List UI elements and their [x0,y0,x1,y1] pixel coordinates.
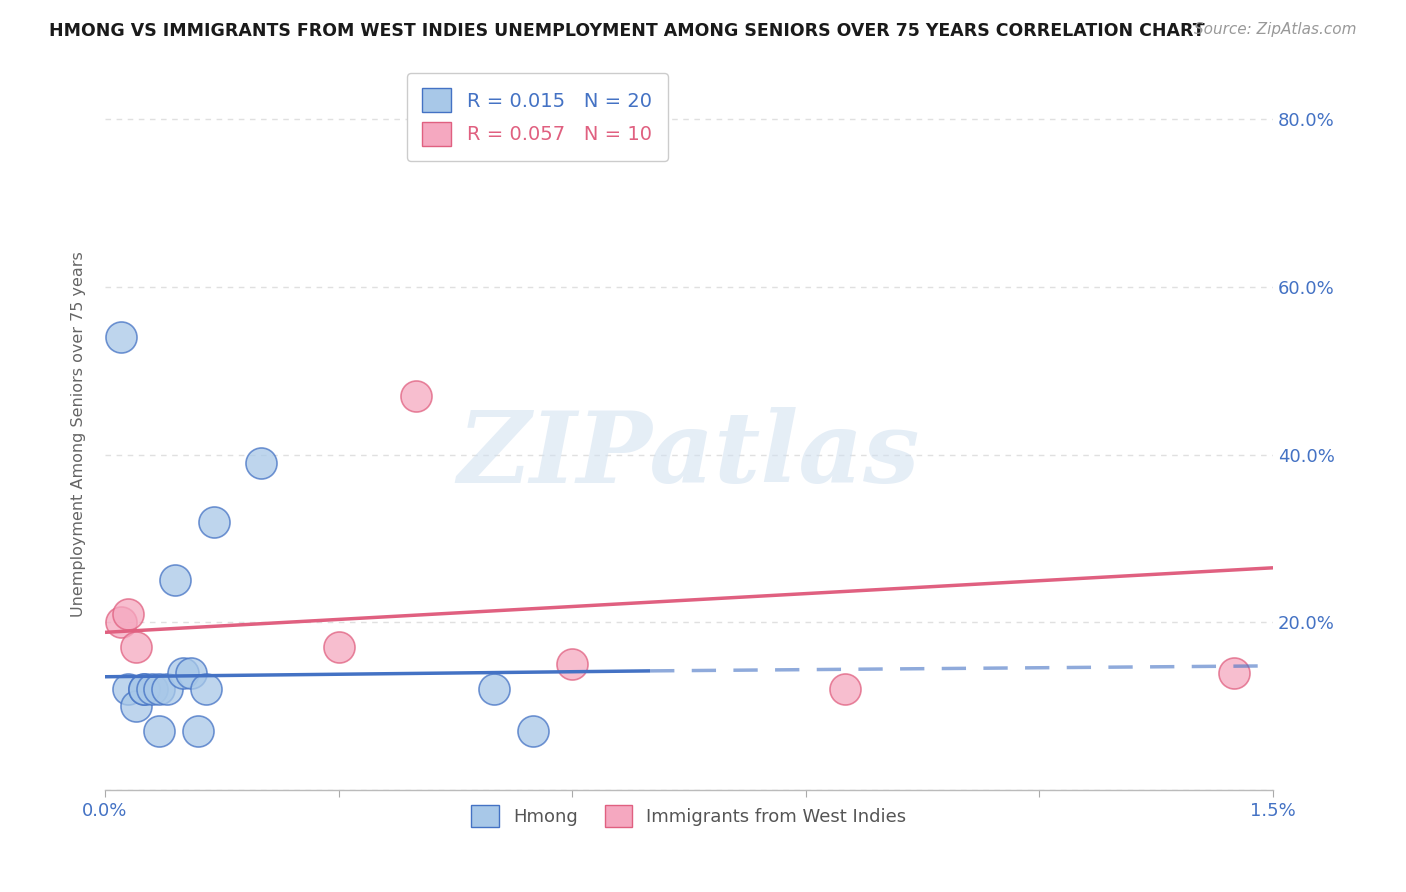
Point [165,574,187,588]
Point [202,515,225,529]
Y-axis label: Unemployment Among Seniors over 75 years: Unemployment Among Seniors over 75 years [72,251,86,616]
Point [132,682,155,697]
Point [195,682,218,697]
Point [1223,665,1246,680]
Point [180,665,202,680]
Point [117,682,139,697]
Point [132,682,155,697]
Point [172,665,194,680]
Point [405,389,427,403]
Point [110,615,132,630]
Point [187,724,209,739]
Point [110,330,132,344]
Point [522,724,544,739]
Point [834,682,856,697]
Point [141,682,163,697]
Point [156,682,179,697]
Point [125,699,148,714]
Point [249,456,271,470]
Point [148,724,170,739]
Text: Source: ZipAtlas.com: Source: ZipAtlas.com [1194,22,1357,37]
Point [125,640,148,655]
Point [117,607,139,621]
Point [328,640,350,655]
Text: HMONG VS IMMIGRANTS FROM WEST INDIES UNEMPLOYMENT AMONG SENIORS OVER 75 YEARS CO: HMONG VS IMMIGRANTS FROM WEST INDIES UNE… [49,22,1205,40]
Text: ZIPatlas: ZIPatlas [458,407,920,503]
Point [148,682,170,697]
Point [484,682,506,697]
Legend: Hmong, Immigrants from West Indies: Hmong, Immigrants from West Indies [464,797,914,834]
Point [561,657,583,672]
